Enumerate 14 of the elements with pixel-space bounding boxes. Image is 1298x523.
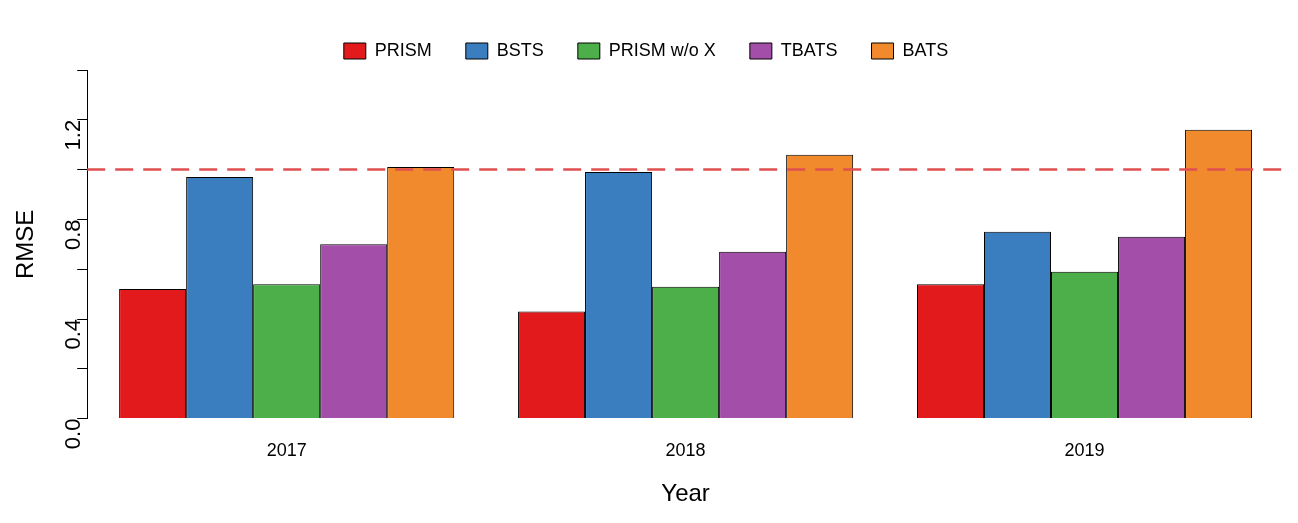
legend-label: PRISM w/o X xyxy=(608,39,716,60)
x-tick-label: 2017 xyxy=(266,440,307,461)
legend-label: PRISM xyxy=(374,39,432,60)
legend-label: TBATS xyxy=(780,39,838,60)
x-axis-title: Year xyxy=(661,479,710,507)
y-tick-label: 0.8 xyxy=(60,219,86,250)
y-axis-title: RMSE xyxy=(11,209,39,279)
x-tick-label: 2018 xyxy=(665,440,706,461)
y-tick-label: 0.4 xyxy=(60,319,86,350)
legend-label: BSTS xyxy=(496,39,544,60)
y-tick-label: 1.2 xyxy=(60,119,86,151)
legend-label: BATS xyxy=(902,39,949,60)
y-tick-label: 0.0 xyxy=(60,418,86,450)
x-tick-label: 2019 xyxy=(1064,440,1105,461)
